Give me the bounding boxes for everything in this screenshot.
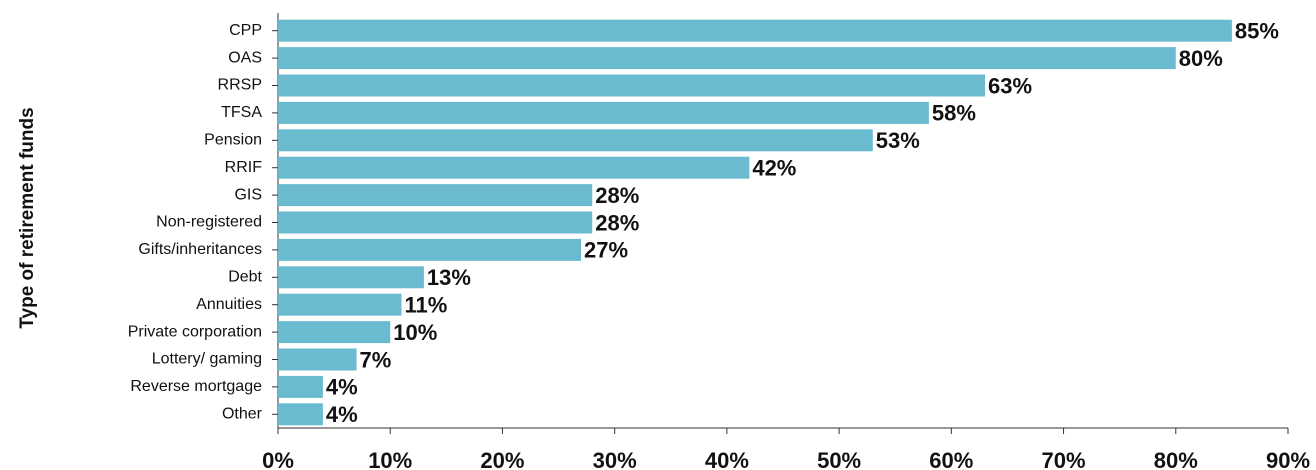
y-tick-label: Gifts/inheritances (138, 241, 262, 258)
y-tick-label: Non-registered (156, 214, 262, 231)
x-tick-label: 70% (1042, 448, 1086, 470)
bar (278, 348, 357, 371)
y-tick-label: OAS (228, 49, 262, 66)
x-tick-label: 80% (1154, 448, 1198, 470)
y-tick-label: Annuities (196, 296, 262, 313)
value-label: 10% (393, 320, 437, 345)
bar (278, 403, 323, 426)
bar (278, 74, 985, 97)
y-tick-label: CPP (229, 22, 262, 39)
value-label: 28% (595, 183, 639, 208)
x-tick-label: 10% (368, 448, 412, 470)
bar (278, 47, 1176, 70)
y-tick-label: RRSP (218, 77, 262, 94)
value-label: 4% (326, 375, 358, 400)
bar (278, 156, 750, 179)
value-label: 58% (932, 101, 976, 126)
value-label: 80% (1179, 46, 1223, 71)
value-label: 28% (595, 210, 639, 235)
value-label: 7% (360, 347, 392, 372)
bar (278, 101, 929, 124)
y-tick-label: GIS (234, 186, 262, 203)
bar (278, 19, 1232, 42)
y-tick-label: Debt (228, 269, 262, 286)
x-tick-label: 60% (929, 448, 973, 470)
value-label: 63% (988, 73, 1032, 98)
bar (278, 129, 873, 152)
value-label: 53% (876, 128, 920, 153)
y-tick-label: Other (222, 406, 263, 423)
y-axis-label: Type of retirement funds (17, 107, 38, 328)
x-tick-label: 40% (705, 448, 749, 470)
value-label: 42% (752, 156, 796, 181)
y-tick-label: Pension (204, 132, 262, 149)
value-label: 13% (427, 265, 471, 290)
y-tick-label: Private corporation (128, 323, 262, 340)
y-tick-label: RRIF (225, 159, 263, 176)
value-label: 85% (1235, 19, 1279, 44)
x-tick-label: 90% (1266, 448, 1310, 470)
bar (278, 266, 424, 289)
x-tick-label: 30% (593, 448, 637, 470)
bar (278, 238, 581, 261)
x-tick-label: 50% (817, 448, 861, 470)
bar (278, 293, 402, 316)
bar (278, 211, 593, 234)
y-tick-label: Lottery/ gaming (152, 351, 262, 368)
value-label: 27% (584, 238, 628, 263)
y-tick-label: TFSA (221, 104, 262, 121)
y-tick-label: Reverse mortgage (130, 378, 262, 395)
x-tick-label: 0% (262, 448, 294, 470)
bar (278, 184, 593, 207)
bar (278, 321, 391, 344)
value-label: 4% (326, 402, 358, 427)
x-tick-label: 20% (480, 448, 524, 470)
bar (278, 375, 323, 398)
value-label: 11% (404, 293, 447, 318)
